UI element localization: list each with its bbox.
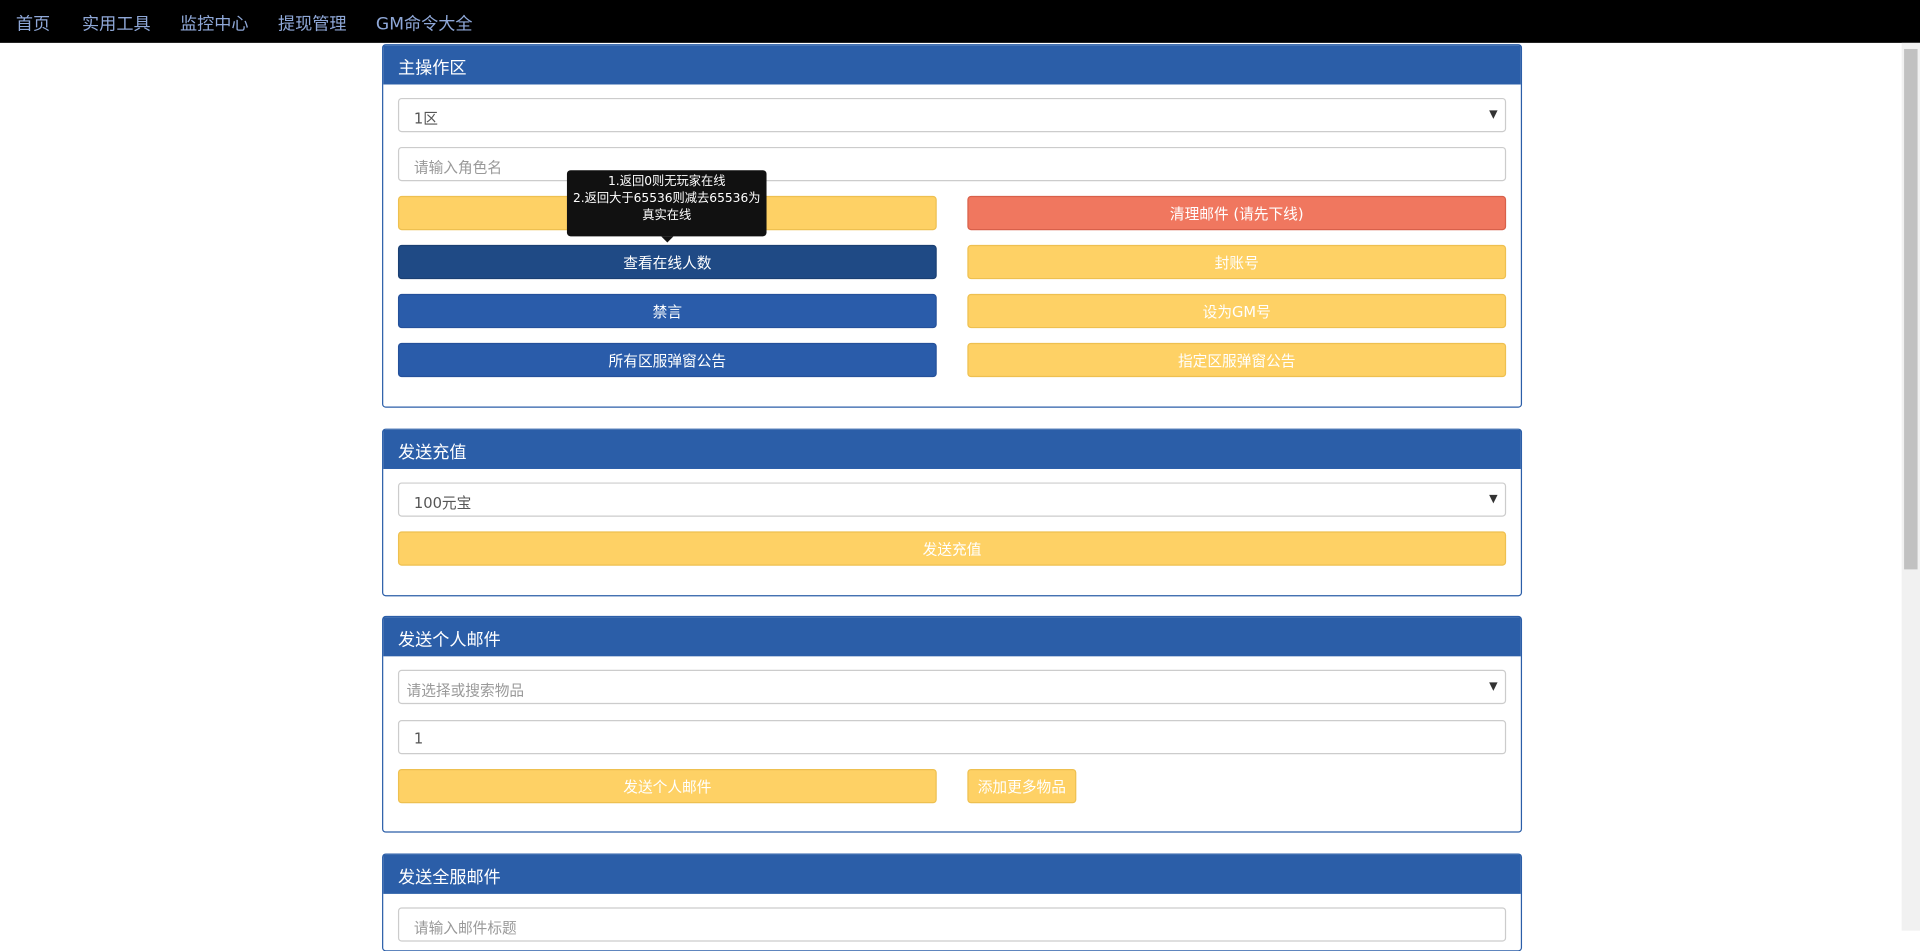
button[interactable]: 设为GM号 — [967, 293, 1507, 329]
text-input[interactable]: 请输入角色名 — [397, 146, 1507, 182]
select[interactable]: 1区 ▼ — [397, 97, 1507, 133]
button[interactable]: 禁言 — [397, 293, 937, 329]
button[interactable]: 指定区服弹窗公告 — [967, 342, 1507, 378]
panel-title: 发送个人邮件 — [383, 617, 1521, 657]
panel-title: 发送充值 — [383, 429, 1521, 469]
nav-link[interactable]: 监控中心 — [180, 14, 249, 35]
text-input[interactable]: 1 — [397, 720, 1507, 755]
caret: ▼ — [1489, 108, 1498, 122]
button[interactable]: 所有区服弹窗公告 — [397, 342, 937, 378]
select-value: 1区 — [413, 110, 438, 128]
select[interactable]: 100元宝 ▼ — [397, 482, 1507, 517]
tooltip: 1.返回0则无玩家在线 2.返回大于65536则减去65536为 真实在线 — [566, 170, 767, 243]
tooltip-line: 2.返回大于65536则减去65536为 — [572, 192, 761, 206]
nav-link[interactable]: 提现管理 — [277, 14, 347, 35]
scrollbar-thumb[interactable] — [1904, 48, 1918, 570]
button[interactable]: 添加更多物品 — [967, 768, 1077, 804]
select-value: 100元宝 — [413, 494, 472, 512]
text-input[interactable]: 请输入邮件标题 — [397, 907, 1507, 942]
button[interactable]: 发送充值 — [397, 531, 1507, 566]
button[interactable]: 清理邮件 (请先下线) — [967, 195, 1507, 231]
nav-link[interactable]: 首页 — [15, 14, 51, 35]
select[interactable]: 请选择或搜索物品 ▼ — [397, 669, 1507, 705]
panel-title: 主操作区 — [383, 45, 1521, 85]
panel-title: 发送全服邮件 — [383, 854, 1521, 894]
tooltip-line: 真实在线 — [642, 209, 692, 223]
tooltip-line: 1.返回0则无玩家在线 — [608, 175, 726, 189]
button[interactable]: 发送个人邮件 — [397, 768, 937, 804]
select-value: 请选择或搜索物品 — [406, 682, 525, 700]
button[interactable]: 查看在线人数 — [397, 244, 937, 280]
caret: ▼ — [1489, 680, 1498, 694]
caret: ▼ — [1489, 493, 1498, 506]
button[interactable]: 封账号 — [967, 244, 1507, 280]
navbar: 首页 实用工具 监控中心 提现管理 GM命令大全 — [0, 0, 1920, 43]
nav-link[interactable]: 实用工具 — [82, 14, 151, 35]
nav-link[interactable]: GM命令大全 — [375, 14, 473, 35]
